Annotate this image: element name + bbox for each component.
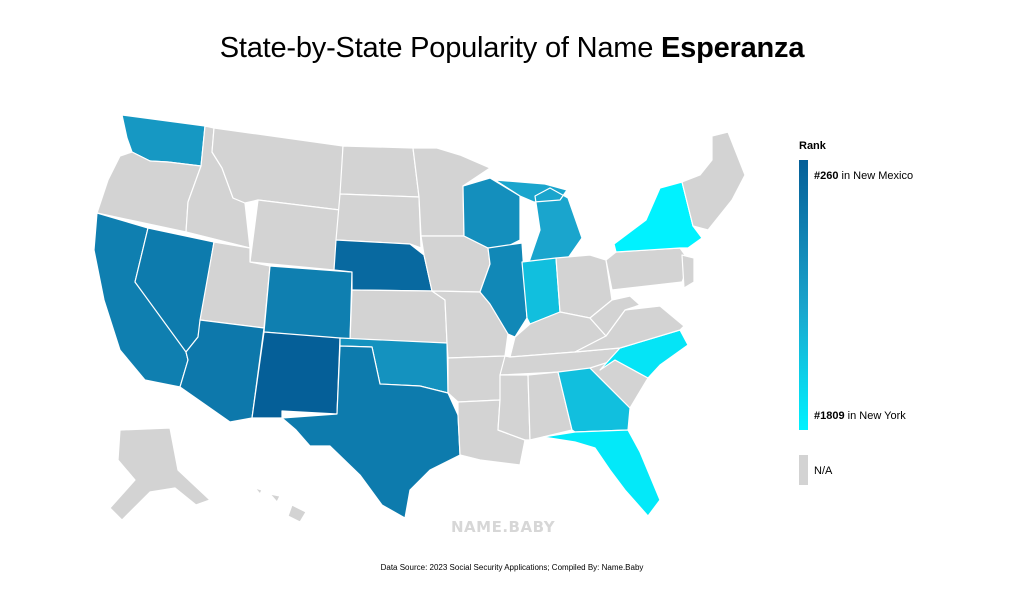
- title-prefix: State-by-State Popularity of Name: [219, 32, 654, 64]
- legend-na-label: N/A: [814, 465, 833, 477]
- state-alaska: [109, 427, 211, 521]
- state-new-mexico: [251, 331, 341, 419]
- legend-na-swatch: [799, 455, 808, 485]
- state-south-dakota: [335, 193, 422, 249]
- legend-gradient-bar: [799, 160, 808, 430]
- map-title: State-by-State Popularity of Name Espera…: [0, 32, 1024, 65]
- state-michigan: [494, 179, 583, 263]
- legend-title: Rank: [799, 140, 826, 152]
- state-texas: [281, 345, 461, 519]
- legend-top-label: #260 in New Mexico: [814, 170, 913, 182]
- legend-top-text: in New Mexico: [841, 170, 914, 182]
- state-new-jersey: [681, 254, 695, 289]
- state-kansas: [349, 289, 448, 344]
- state-wyoming: [249, 199, 341, 271]
- legend-bottom-label: #1809 in New York: [814, 410, 906, 422]
- state-west-virginia: [589, 295, 641, 337]
- state-colorado: [263, 265, 353, 341]
- legend-bottom-text: in New York: [847, 410, 906, 422]
- state-new-york: [613, 181, 703, 253]
- legend-top-rank: #260: [814, 170, 839, 182]
- title-name: Esperanza: [661, 32, 805, 64]
- state-new-england: [681, 131, 746, 231]
- state-pennsylvania: [605, 247, 691, 291]
- state-hawaii: [254, 487, 307, 523]
- name-baby-watermark: NAME.BABY: [451, 518, 556, 536]
- state-alabama: [527, 371, 573, 441]
- state-mississippi: [497, 374, 531, 441]
- state-arkansas: [447, 355, 506, 403]
- state-north-dakota: [339, 145, 420, 198]
- legend-bottom-rank: #1809: [814, 410, 845, 422]
- state-florida: [542, 429, 661, 517]
- data-source-note: Data Source: 2023 Social Security Applic…: [380, 563, 644, 572]
